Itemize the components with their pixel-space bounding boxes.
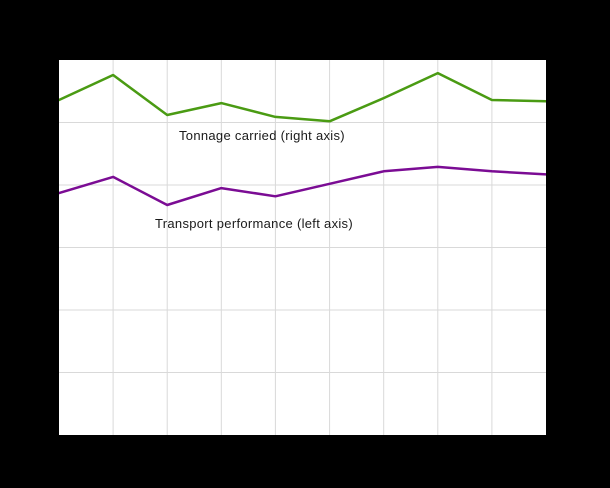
series-label-transport-performance: Transport performance (left axis) [155,216,353,231]
series-line [59,71,546,123]
series-label-tonnage-carried: Tonnage carried (right axis) [179,128,345,143]
plot-area: Tonnage carried (right axis) Transport p… [59,60,546,435]
series-line [59,165,546,207]
line-chart [59,60,546,435]
